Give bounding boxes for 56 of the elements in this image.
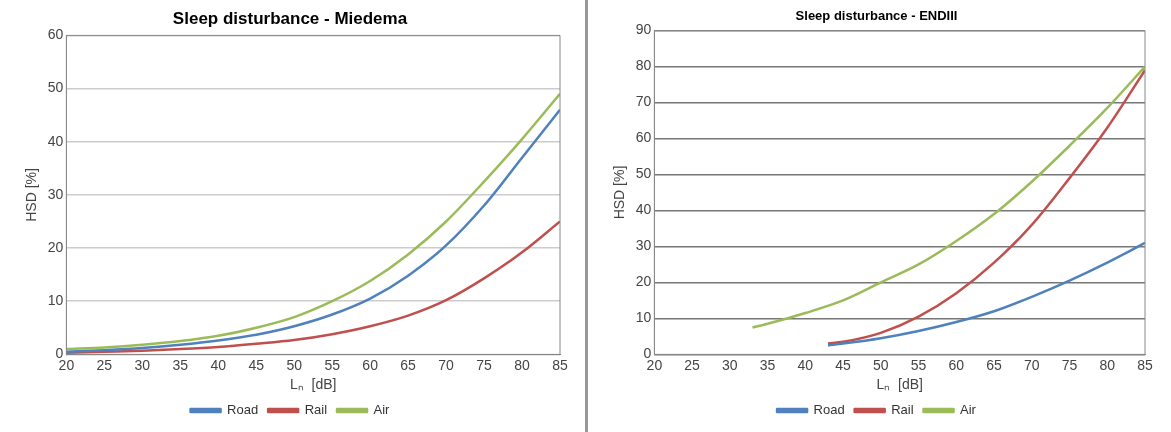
y-tick-label: 50 xyxy=(47,79,64,96)
y-tick-label: 80 xyxy=(635,57,652,74)
x-tick-label: 35 xyxy=(759,356,776,373)
x-tick-label: 55 xyxy=(910,356,927,373)
line-series xyxy=(826,241,1145,347)
x-tick-label: 25 xyxy=(96,356,113,373)
x-tick-label: 65 xyxy=(400,356,417,373)
y-axis-title: HSD [%] xyxy=(611,165,628,220)
y-tick-label: 50 xyxy=(635,165,652,182)
y-tick-label: 10 xyxy=(635,309,652,326)
legend-label: Rail xyxy=(891,402,914,418)
x-tick-label: 65 xyxy=(986,356,1003,373)
x-tick-label: 25 xyxy=(684,356,701,373)
y-tick-label: 40 xyxy=(47,132,64,149)
legend-label: Road xyxy=(227,402,259,418)
y-tick-label: 20 xyxy=(635,273,652,290)
x-tick-label: 35 xyxy=(172,356,189,373)
line-series xyxy=(826,68,1145,345)
x-tick-label: 70 xyxy=(1023,356,1040,373)
x-tick-label: 70 xyxy=(438,356,455,373)
legend-label: Rail xyxy=(304,402,328,418)
legend-label: Air xyxy=(960,402,977,418)
legend-label: Road xyxy=(813,402,845,418)
x-tick-label: 80 xyxy=(1099,356,1116,373)
y-tick-label: 10 xyxy=(47,292,64,309)
x-tick-label: 50 xyxy=(873,356,889,373)
y-tick-label: 90 xyxy=(635,21,652,38)
x-tick-label: 30 xyxy=(134,356,151,373)
x-tick-label: 60 xyxy=(948,356,965,373)
x-tick-label: 75 xyxy=(476,356,493,373)
y-tick-label: 20 xyxy=(47,238,64,255)
line-series xyxy=(751,65,1145,329)
x-tick-label: 30 xyxy=(722,356,738,373)
x-tick-label: 85 xyxy=(1137,356,1153,373)
x-tick-label: 55 xyxy=(324,356,341,373)
chart-title: Sleep disturbance - ENDIII xyxy=(795,8,958,24)
x-tick-label: 45 xyxy=(248,356,265,373)
x-axis-title: Lₙ [dB] xyxy=(876,376,923,393)
x-tick-label: 80 xyxy=(514,356,531,373)
y-tick-label: 70 xyxy=(635,93,652,110)
y-tick-label: 40 xyxy=(635,201,652,218)
x-tick-label: 40 xyxy=(210,356,227,373)
x-tick-label: 50 xyxy=(286,356,303,373)
y-tick-label: 30 xyxy=(635,237,652,254)
y-tick-label: 30 xyxy=(47,185,64,202)
x-tick-label: 60 xyxy=(362,356,379,373)
y-axis-title: HSD [%] xyxy=(23,168,40,222)
x-tick-label: 85 xyxy=(552,356,568,373)
chart-title: Sleep disturbance - Miedema xyxy=(172,8,408,28)
x-tick-label: 40 xyxy=(797,356,814,373)
x-tick-label: 75 xyxy=(1061,356,1078,373)
y-tick-label: 60 xyxy=(635,129,652,146)
y-tick-label: 60 xyxy=(47,26,64,43)
legend-label: Air xyxy=(373,402,391,418)
x-tick-label: 45 xyxy=(835,356,852,373)
x-axis-title: Lₙ [dB] xyxy=(289,376,337,393)
